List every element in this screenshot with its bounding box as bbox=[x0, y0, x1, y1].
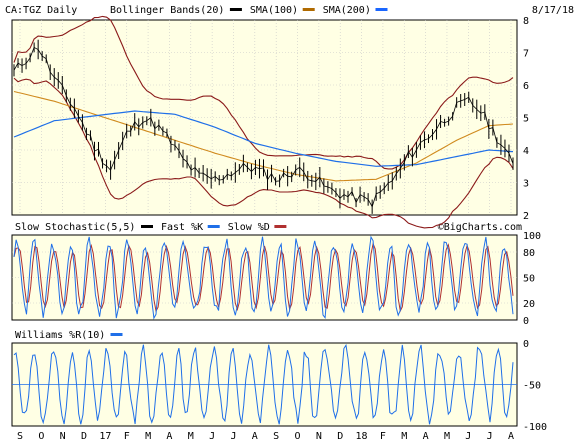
y-tick-label: 8 bbox=[523, 16, 529, 27]
x-tick-label: J bbox=[465, 431, 471, 442]
williams-plot bbox=[13, 343, 514, 425]
williams-r-line bbox=[13, 343, 514, 425]
x-tick-label: M bbox=[444, 431, 450, 442]
williams-legend: Williams %R(10) bbox=[15, 330, 123, 341]
x-tick-label: M bbox=[188, 431, 194, 442]
x-tick-label: D bbox=[337, 431, 343, 442]
x-tick-label: J bbox=[230, 431, 236, 442]
x-tick-label: 18 bbox=[356, 431, 368, 442]
price-legend: Bollinger Bands(20) SMA(100) SMA(200) bbox=[110, 5, 388, 16]
y-tick-label: 6 bbox=[523, 81, 529, 92]
x-tick-label: D bbox=[81, 431, 87, 442]
williams-yaxis: 0 -50 -100 bbox=[523, 339, 547, 433]
x-tick-label: J bbox=[209, 431, 215, 442]
y-tick-label: 0 bbox=[523, 316, 529, 327]
x-tick-label: O bbox=[38, 431, 44, 442]
legend-swatch bbox=[302, 8, 315, 11]
stochastic-legend: Slow Stochastic(5,5) Fast %K Slow %D bbox=[15, 222, 287, 233]
legend-entry: SMA(100) bbox=[250, 5, 298, 16]
x-tick-label: F bbox=[380, 431, 386, 442]
legend-swatch bbox=[229, 8, 242, 11]
x-tick-label: N bbox=[60, 431, 66, 442]
y-tick-label: 4 bbox=[523, 146, 529, 157]
x-tick-label: M bbox=[145, 431, 151, 442]
legend-entry: Bollinger Bands(20) bbox=[110, 5, 224, 16]
y-tick-label: 100 bbox=[523, 231, 541, 242]
y-tick-label: -100 bbox=[523, 422, 547, 433]
sma-200-line bbox=[13, 110, 514, 167]
x-tick-label: S bbox=[17, 431, 23, 442]
price-line bbox=[13, 46, 514, 208]
x-tick-label: A bbox=[423, 431, 429, 442]
y-tick-label: 80 bbox=[523, 248, 535, 259]
price-yaxis: 8 7 6 5 4 3 2 bbox=[523, 16, 529, 222]
price-plot bbox=[13, 15, 514, 229]
legend-swatch bbox=[141, 225, 153, 228]
y-tick-label: 0 bbox=[523, 339, 529, 350]
x-tick-label: J bbox=[487, 431, 493, 442]
x-tick-label: A bbox=[252, 431, 258, 442]
y-tick-label: 20 bbox=[523, 299, 535, 310]
x-tick-label: 17 bbox=[99, 431, 111, 442]
y-tick-label: 5 bbox=[523, 114, 529, 125]
x-axis: S O N D 17 F M A M J J A S O N D 18 F M A M J J A bbox=[17, 431, 514, 442]
date-label: 8/17/18 bbox=[532, 5, 574, 16]
legend-swatch bbox=[274, 225, 287, 228]
y-tick-label: 7 bbox=[523, 49, 529, 60]
fast-k-line bbox=[13, 235, 514, 320]
legend-swatch bbox=[375, 8, 388, 11]
legend-entry: Slow Stochastic(5,5) bbox=[15, 222, 135, 233]
legend-entry: SMA(200) bbox=[323, 5, 371, 16]
x-tick-label: M bbox=[401, 431, 407, 442]
x-tick-label: O bbox=[295, 431, 301, 442]
legend-entry: Fast %K bbox=[161, 222, 203, 233]
x-tick-label: N bbox=[316, 431, 322, 442]
y-tick-label: 3 bbox=[523, 179, 529, 190]
bollinger-upper-band bbox=[13, 15, 514, 170]
stochastic-plot bbox=[13, 235, 514, 320]
watermark: ©BigCharts.com bbox=[438, 222, 522, 233]
x-tick-label: A bbox=[508, 431, 514, 442]
price-header: CA:TGZ Daily 8/17/18 Bollinger Bands(20)… bbox=[5, 5, 574, 16]
x-tick-label: A bbox=[166, 431, 172, 442]
y-tick-label: 2 bbox=[523, 211, 529, 222]
y-tick-label: 50 bbox=[523, 274, 535, 285]
y-tick-label: -50 bbox=[523, 381, 541, 392]
bollinger-lower-band bbox=[13, 77, 514, 229]
symbol-label: CA:TGZ Daily bbox=[5, 5, 77, 16]
x-tick-label: S bbox=[273, 431, 279, 442]
legend-entry: Slow %D bbox=[228, 222, 270, 233]
legend-entry: Williams %R(10) bbox=[15, 330, 105, 341]
legend-swatch bbox=[110, 333, 123, 336]
x-tick-label: F bbox=[124, 431, 130, 442]
legend-swatch bbox=[207, 225, 220, 228]
stochastic-yaxis: 100 80 50 20 0 bbox=[523, 231, 541, 327]
